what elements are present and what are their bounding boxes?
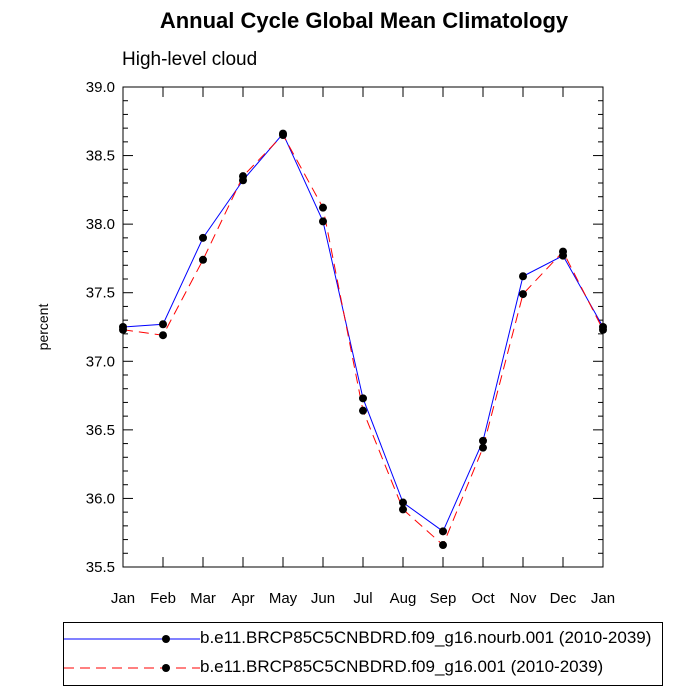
x-tick-label: Feb <box>150 590 176 607</box>
series-2-point <box>279 131 287 139</box>
series-1-point <box>199 233 207 242</box>
legend-label-2: b.e11.BRCP85C5CNBDRD.f09_g16.001 (2010-2… <box>200 657 604 676</box>
y-tick-label: 39.0 <box>86 79 115 96</box>
legend-marker-1 <box>64 635 200 643</box>
x-tick-label: Aug <box>390 590 417 607</box>
series-2-point <box>559 247 567 256</box>
series-1-point <box>159 320 167 329</box>
x-tick-label: Mar <box>190 590 216 607</box>
x-tick-label: Jun <box>311 590 335 607</box>
x-tick-label: Dec <box>550 590 577 607</box>
series-2-point <box>359 406 367 415</box>
series-1-point <box>359 394 367 403</box>
series-2-point <box>479 443 487 452</box>
chart-subtitle: High-level cloud <box>122 49 258 70</box>
y-tick-label: 37.5 <box>86 285 115 302</box>
x-tick-label: Apr <box>231 590 254 607</box>
y-tick-label: 36.0 <box>86 490 115 507</box>
series-2-point <box>399 505 407 514</box>
series-2-point <box>599 325 607 334</box>
y-tick-label: 37.0 <box>86 353 115 370</box>
legend-item-2: b.e11.BRCP85C5CNBDRD.f09_g16.001 (2010-2… <box>64 654 662 682</box>
y-tick-label: 38.5 <box>86 148 115 165</box>
x-tick-label: Jul <box>353 590 372 607</box>
series-2-point <box>519 290 527 299</box>
x-tick-label: Jan <box>111 590 135 607</box>
series-2-point <box>199 255 207 264</box>
series-2-point <box>159 331 167 340</box>
y-tick-label: 35.5 <box>86 559 115 576</box>
y-tick-label: 36.5 <box>86 422 115 439</box>
x-tick-label: Sep <box>430 590 457 607</box>
series-1-point <box>319 217 327 226</box>
series-2-point <box>439 541 447 550</box>
y-axis-label: percent <box>35 304 51 351</box>
legend-label-1: b.e11.BRCP85C5CNBDRD.f09_g16.nourb.001 (… <box>200 628 652 647</box>
legend-marker-2 <box>64 664 200 672</box>
series-line-2 <box>122 134 604 546</box>
series-1-point <box>439 527 447 536</box>
series-1-point <box>479 436 487 445</box>
y-tick-label: 38.0 <box>86 216 115 233</box>
series-1-point <box>399 498 407 507</box>
series-1-point <box>519 272 527 281</box>
legend-item-1: b.e11.BRCP85C5CNBDRD.f09_g16.nourb.001 (… <box>64 625 662 653</box>
series-2-point <box>119 325 127 334</box>
series-2-point <box>239 172 247 181</box>
x-tick-label: Jan <box>591 590 615 607</box>
legend: b.e11.BRCP85C5CNBDRD.f09_g16.nourb.001 (… <box>63 622 663 686</box>
x-tick-label: Nov <box>510 590 537 607</box>
chart-title: Annual Cycle Global Mean Climatology <box>159 8 569 33</box>
plot-frame <box>122 86 604 568</box>
x-tick-label: Oct <box>471 590 495 607</box>
series-2-point <box>319 203 327 212</box>
x-tick-label: May <box>269 590 298 607</box>
series-line-1 <box>122 132 604 533</box>
